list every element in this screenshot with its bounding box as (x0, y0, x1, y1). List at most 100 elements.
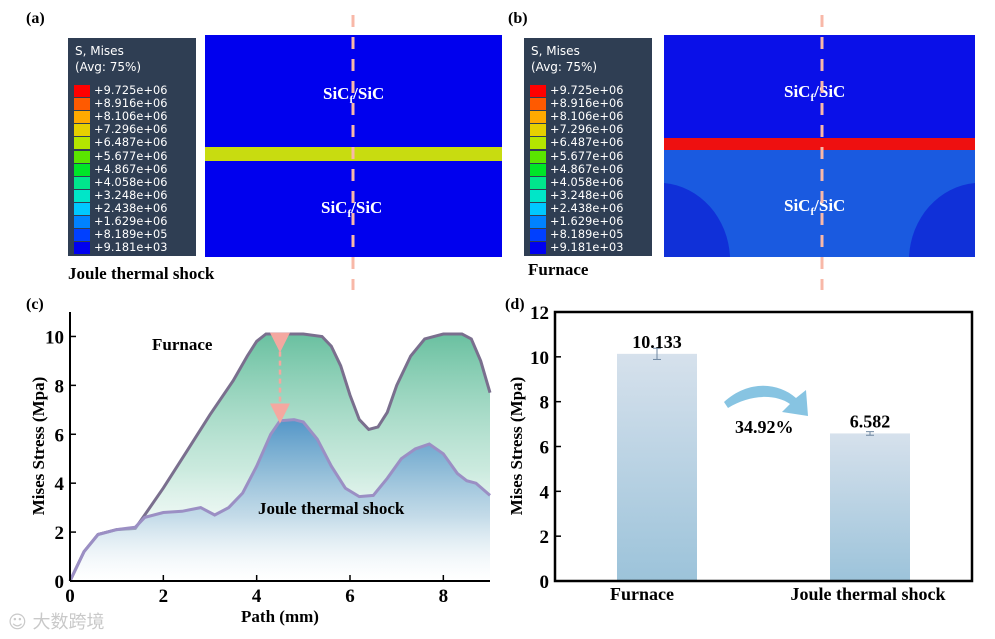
legend-swatch (74, 229, 90, 242)
fea-a-top-label: SiCf/SiC (323, 84, 384, 106)
legend-row: +4.058e+06 (530, 176, 624, 189)
legend-level-label: +8.189e+05 (94, 228, 168, 242)
series-line-0 (68, 332, 492, 582)
fea-contour-b: SiCf/SiC SiCf/SiC (664, 35, 975, 257)
legend-swatch (74, 85, 90, 97)
decrease-percent-label: 34.92% (735, 417, 794, 437)
y-tick-label: 4 (55, 474, 65, 495)
legend-swatch (74, 111, 90, 124)
legend-row: +4.867e+06 (530, 162, 624, 176)
legend-swatch (530, 137, 546, 150)
x-axis-title: Path (mm) (241, 607, 319, 626)
legend-swatch (530, 150, 546, 163)
legend-row: +5.677e+06 (74, 150, 168, 163)
legend-level-label: +8.106e+06 (550, 110, 624, 124)
legend-swatch (74, 189, 90, 202)
fea-a-caption: Joule thermal shock (68, 264, 215, 283)
category-label-1: Joule thermal shock (791, 584, 946, 604)
legend-level-label: +2.438e+06 (550, 201, 624, 215)
legend-swatch (74, 242, 90, 255)
legend-level-label: +6.487e+06 (550, 136, 624, 150)
legend-swatch (530, 85, 546, 97)
legend-level-label: +3.248e+06 (94, 188, 168, 202)
annotation-furnace: Furnace (152, 335, 213, 354)
legend-swatch (530, 242, 546, 255)
stress-legend-a: S, Mises (Avg: 75%) +9.725e+06 +8.916e+06… (68, 38, 196, 256)
legend-row: +6.487e+06 (74, 136, 168, 150)
panel-label-c: (c) (26, 296, 44, 313)
y-tick-label: 2 (540, 527, 550, 548)
legend-swatch (530, 98, 546, 111)
fea-b-top-region (664, 35, 975, 140)
legend-row: +1.629e+06 (530, 216, 624, 228)
fea-b-left-corner (664, 183, 730, 257)
x-tick-label: 8 (439, 586, 449, 607)
legend-row: +2.438e+06 (74, 202, 168, 215)
fea-b-centerline (820, 15, 824, 290)
legend-swatch (530, 124, 546, 137)
y-tick-label: 0 (540, 572, 550, 593)
legend-title: S, Mises (75, 44, 124, 58)
y-tick-label: 0 (55, 572, 65, 593)
legend-row: +3.248e+06 (74, 188, 168, 202)
legend-level-label: +7.296e+06 (550, 123, 624, 137)
legend-swatch (530, 189, 546, 202)
legend-row: +4.058e+06 (74, 176, 168, 189)
panel-label-a: (a) (26, 10, 45, 27)
legend-swatch (74, 176, 90, 189)
y-tick-label: 4 (540, 482, 550, 503)
legend-level-label: +4.867e+06 (550, 162, 624, 176)
category-label-0: Furnace (610, 584, 674, 604)
legend-level-label: +9.725e+06 (94, 84, 168, 97)
fea-a-centerline (351, 15, 355, 290)
y-tick-label: 10 (45, 327, 64, 348)
legend-level-label: +4.867e+06 (94, 162, 168, 176)
fea-b-right-corner (909, 183, 975, 257)
bar-1 (830, 433, 910, 581)
legend-swatch (530, 202, 546, 215)
x-tick-label: 6 (345, 586, 355, 607)
legend-level-label: +6.487e+06 (94, 136, 168, 150)
legend-level-label: +7.296e+06 (94, 123, 168, 137)
legend-title: S, Mises (531, 44, 580, 58)
legend-swatch (530, 163, 546, 176)
legend-level-label: +1.629e+06 (550, 215, 624, 228)
legend-swatch (74, 163, 90, 176)
y-tick-label: 12 (530, 303, 549, 324)
panel-label-d: (d) (505, 296, 525, 313)
legend-level-label: +9.181e+03 (94, 241, 168, 255)
watermark-logo: ☺ 大数跨境 (8, 612, 105, 633)
y-tick-label: 10 (530, 348, 549, 369)
legend-level-label: +8.916e+06 (94, 97, 168, 111)
y-tick-label: 6 (540, 438, 550, 459)
panel-label-b: (b) (508, 10, 528, 27)
legend-swatch (530, 229, 546, 242)
annotation-joule: Joule thermal shock (258, 499, 405, 518)
bar-value-label-1: 6.582 (850, 411, 891, 431)
legend-row: +7.296e+06 (74, 123, 168, 137)
legend-swatch (530, 111, 546, 124)
legend-level-label: +8.189e+05 (550, 228, 624, 242)
legend-row: +8.106e+06 (74, 110, 168, 124)
legend-row: +8.189e+05 (74, 228, 168, 242)
legend-row: +9.725e+06 (74, 85, 168, 97)
legend-level-label: +8.106e+06 (94, 110, 168, 124)
legend-subtitle: (Avg: 75%) (531, 60, 598, 74)
bar-value-label-0: 10.133 (632, 332, 682, 352)
y-tick-label: 8 (55, 376, 65, 397)
legend-row: +4.867e+06 (74, 162, 168, 176)
legend-row: +1.629e+06 (74, 216, 168, 228)
legend-level-label: +3.248e+06 (550, 188, 624, 202)
series-area-1 (70, 419, 490, 581)
legend-row: +5.677e+06 (530, 150, 624, 163)
legend-subtitle: (Avg: 75%) (75, 60, 142, 74)
legend-swatch (74, 202, 90, 215)
legend-row: +9.181e+03 (74, 241, 168, 255)
legend-row: +9.725e+06 (530, 85, 624, 97)
legend-level-label: +9.725e+06 (550, 84, 624, 97)
fea-b-interlayer (664, 138, 975, 150)
legend-level-label: +8.916e+06 (550, 97, 624, 111)
legend-row: +9.181e+03 (530, 241, 624, 255)
legend-level-label: +9.181e+03 (550, 241, 624, 255)
